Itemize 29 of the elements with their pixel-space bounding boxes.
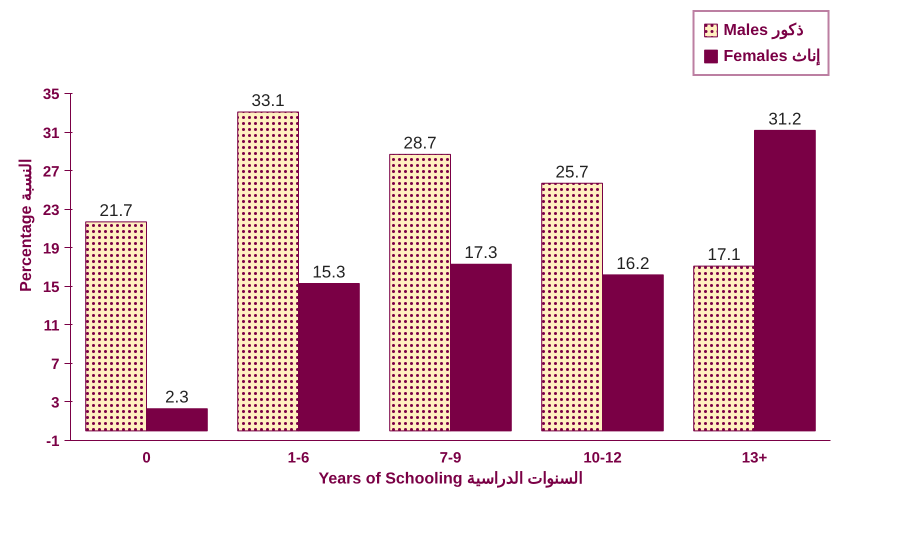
data-label: 28.7 (404, 133, 437, 152)
legend-label: Females إناث (724, 47, 820, 66)
y-tick-label: 7 (51, 356, 60, 373)
y-axis-title: Percentage النسبة (18, 159, 35, 292)
y-tick-label: 11 (44, 317, 60, 334)
y-tick-label: 15 (42, 278, 60, 296)
x-tick-label: 10-12 (583, 450, 622, 466)
x-tick-label: 13+ (742, 450, 768, 466)
legend-label: Males ذكور (724, 21, 804, 40)
y-tick-label: 23 (42, 202, 60, 219)
data-label: 33.1 (252, 91, 285, 110)
data-label: 25.7 (556, 162, 589, 182)
y-tick-label: 27 (42, 163, 60, 180)
x-tick-label: 7-9 (440, 450, 462, 466)
data-label: 2.3 (165, 388, 189, 407)
y-tick-label: 19 (42, 240, 60, 258)
data-label: 17.3 (464, 243, 498, 262)
y-tick-label: 31 (42, 124, 60, 142)
x-axis-title: Years of Schooling السنوات الدراسية (318, 470, 582, 488)
data-label: 16.2 (616, 254, 650, 273)
x-tick-label: 1-6 (288, 450, 310, 466)
x-tick-label: 0 (142, 450, 151, 466)
data-label: 31.2 (768, 109, 802, 128)
data-label: 17.1 (708, 245, 741, 264)
data-label: 15.3 (312, 262, 346, 282)
y-tick-label: 3 (51, 394, 60, 412)
y-tick-label: -1 (46, 433, 60, 450)
data-label: 21.7 (100, 200, 133, 220)
y-tick-label: 35 (42, 86, 60, 104)
